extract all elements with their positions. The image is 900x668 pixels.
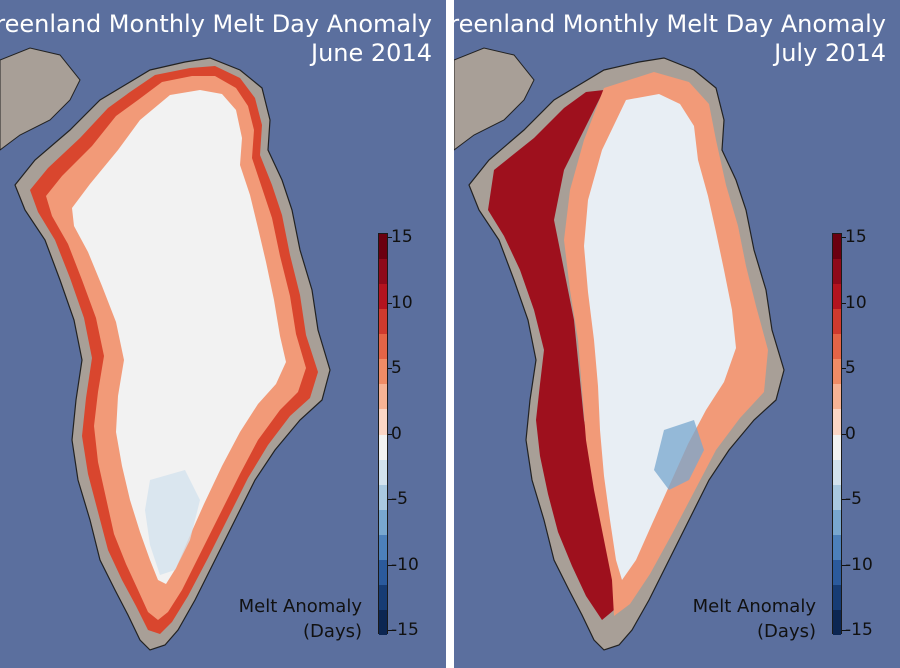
colorbar-segment (833, 509, 841, 535)
colorbar-tick-label: 15 (845, 227, 867, 247)
colorbar-tick-label: 5 (391, 358, 402, 378)
greenland-map-june (0, 47, 331, 651)
panel-divider (446, 0, 454, 668)
colorbar-segment (833, 284, 841, 310)
colorbar-segment (379, 234, 387, 260)
colorbar (832, 233, 842, 635)
colorbar-segment (379, 534, 387, 560)
colorbar-segment (833, 534, 841, 560)
colorbar-segment (833, 559, 841, 585)
legend-title: Melt Anomaly (Days) (239, 594, 362, 644)
colorbar-tick-mark (388, 237, 392, 238)
colorbar-tick-label: 0 (391, 423, 402, 444)
july-map-panel: Greenland Monthly Melt Day Anomaly July … (454, 0, 900, 668)
colorbar-segment (379, 284, 387, 310)
colorbar-segment (379, 384, 387, 410)
colorbar-tick-mark (842, 368, 846, 369)
legend-title-line1: Melt Anomaly (238, 596, 362, 617)
legend-title-line2: (Days) (757, 621, 816, 642)
colorbar-tick-label: 10 (391, 292, 413, 313)
colorbar-tick-mark (388, 499, 392, 500)
colorbar-tick-mark (388, 630, 392, 631)
colorbar-segment (833, 259, 841, 285)
negative-anomaly-east (654, 420, 704, 490)
colorbar-segment (833, 434, 841, 460)
colorbar-segment (833, 309, 841, 335)
legend-title-line1: Melt Anomaly (692, 596, 816, 617)
map-title: Greenland Monthly Melt Day Anomaly July … (454, 10, 886, 68)
colorbar-segment (833, 334, 841, 360)
title-month: July 2014 (774, 39, 886, 67)
colorbar-tick-label: -10 (391, 554, 419, 575)
colorbar-segment (833, 484, 841, 510)
negative-anomaly-south (145, 470, 200, 575)
melt-margin-west (488, 90, 614, 620)
greenland-map-july (454, 47, 785, 651)
colorbar-tick-label: -5 (845, 489, 862, 509)
colorbar-tick-mark (842, 237, 846, 238)
colorbar-tick-mark (388, 564, 392, 566)
colorbar-segment (833, 409, 841, 435)
june-map-panel: Greenland Monthly Melt Day Anomaly June … (0, 0, 446, 668)
colorbar-tick-label: -15 (391, 620, 419, 640)
legend-title-line2: (Days) (303, 621, 362, 642)
colorbar (378, 233, 388, 635)
ellesmere-island (0, 47, 81, 151)
colorbar-segment (833, 234, 841, 260)
colorbar-segment (379, 484, 387, 510)
colorbar-segment (379, 609, 387, 635)
colorbar-tick-label: 15 (391, 227, 413, 247)
colorbar-tick-label: -10 (845, 554, 873, 575)
ice-interior-june (72, 90, 286, 584)
colorbar-tick-mark (842, 499, 846, 500)
colorbar-tick-mark (842, 564, 846, 566)
colorbar-segment (379, 409, 387, 435)
title-line1: Greenland Monthly Melt Day Anomaly (0, 10, 432, 38)
colorbar-tick-label: 10 (845, 292, 867, 313)
colorbar-tick-mark (388, 368, 392, 369)
ellesmere-island (454, 47, 535, 151)
colorbar-tick-mark (388, 433, 392, 435)
colorbar-segment (379, 509, 387, 535)
title-line1: Greenland Monthly Melt Day Anomaly (454, 10, 886, 38)
map-title: Greenland Monthly Melt Day Anomaly June … (0, 10, 432, 68)
colorbar-segment (833, 359, 841, 385)
colorbar-tick-mark (842, 433, 846, 435)
colorbar-segment (379, 359, 387, 385)
colorbar-segment (379, 309, 387, 335)
colorbar-tick-mark (842, 302, 846, 304)
colorbar-tick-label: -15 (845, 620, 873, 640)
colorbar-segment (833, 609, 841, 635)
colorbar-segment (379, 259, 387, 285)
ice-interior-july (584, 94, 736, 580)
title-month: June 2014 (311, 39, 432, 67)
colorbar-tick-mark (388, 302, 392, 304)
colorbar-tick-mark (842, 630, 846, 631)
colorbar-segment (379, 434, 387, 460)
colorbar-segment (379, 559, 387, 585)
colorbar-tick-label: -5 (391, 489, 408, 509)
colorbar-segment (833, 384, 841, 410)
colorbar-segment (833, 584, 841, 610)
colorbar-tick-label: 0 (845, 423, 856, 444)
colorbar-tick-label: 5 (845, 358, 856, 378)
colorbar-segment (379, 334, 387, 360)
colorbar-segment (833, 459, 841, 485)
colorbar-segment (379, 459, 387, 485)
colorbar-segment (379, 584, 387, 610)
legend-title: Melt Anomaly (Days) (693, 594, 816, 644)
